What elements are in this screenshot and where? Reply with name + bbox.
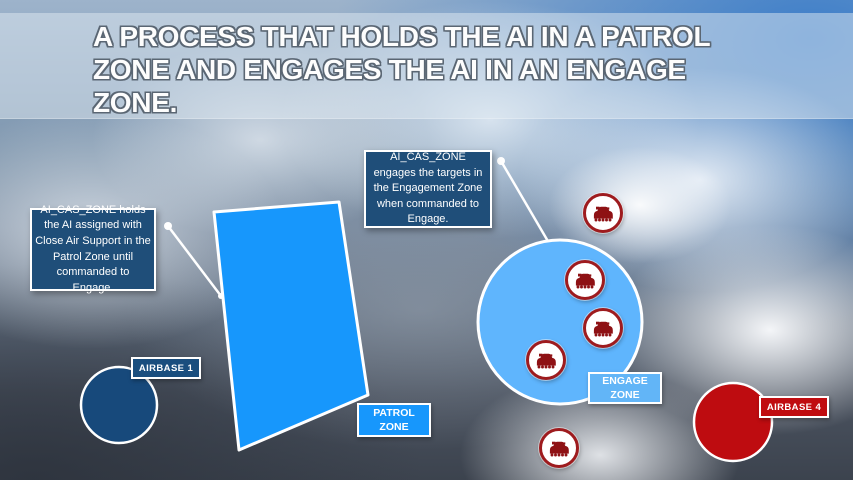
connector-line-engage [499, 160, 551, 244]
connector-dot-engage-start [497, 157, 505, 165]
tank-icon [539, 428, 579, 468]
patrol-zone-shape [212, 200, 370, 452]
engage-zone-label-text: ENGAGE ZONE [602, 375, 648, 401]
patrol-zone-label: PATROL ZONE [357, 403, 431, 437]
tank-glyph [575, 273, 595, 289]
slide-title: A PROCESS THAT HOLDS THE AI IN A PATROL … [93, 21, 710, 118]
callout-engage: AI_CAS_ZONE engages the targets in the E… [364, 150, 492, 228]
airbase1-label: AIRBASE 1 [131, 357, 201, 379]
title-band [0, 13, 853, 119]
tank-icon [526, 340, 566, 380]
airbase1-shape [79, 365, 159, 445]
tank-icon [565, 260, 605, 300]
callout-patrol-hold-text: AI_CAS_ZONE holds the AI assigned with C… [35, 203, 151, 294]
airbase4-shape [692, 381, 774, 463]
tank-glyph [593, 206, 613, 222]
callout-engage-text: AI_CAS_ZONE engages the targets in the E… [373, 150, 483, 226]
tank-icon [583, 308, 623, 348]
tank-glyph [593, 321, 613, 337]
patrol-zone-label-text: PATROL ZONE [373, 407, 415, 433]
tank-glyph [549, 441, 569, 457]
airbase4-label-text: AIRBASE 4 [766, 401, 822, 413]
callout-patrol-hold: AI_CAS_ZONE holds the AI assigned with C… [30, 204, 156, 294]
airbase1-label-text: AIRBASE 1 [138, 362, 194, 374]
connector-line-patrol [167, 225, 222, 297]
tank-glyph [536, 353, 556, 369]
airbase4-label: AIRBASE 4 [759, 396, 829, 418]
tank-icon [583, 193, 623, 233]
engage-zone-label: ENGAGE ZONE [588, 372, 662, 404]
connector-dot-patrol-start [164, 222, 172, 230]
